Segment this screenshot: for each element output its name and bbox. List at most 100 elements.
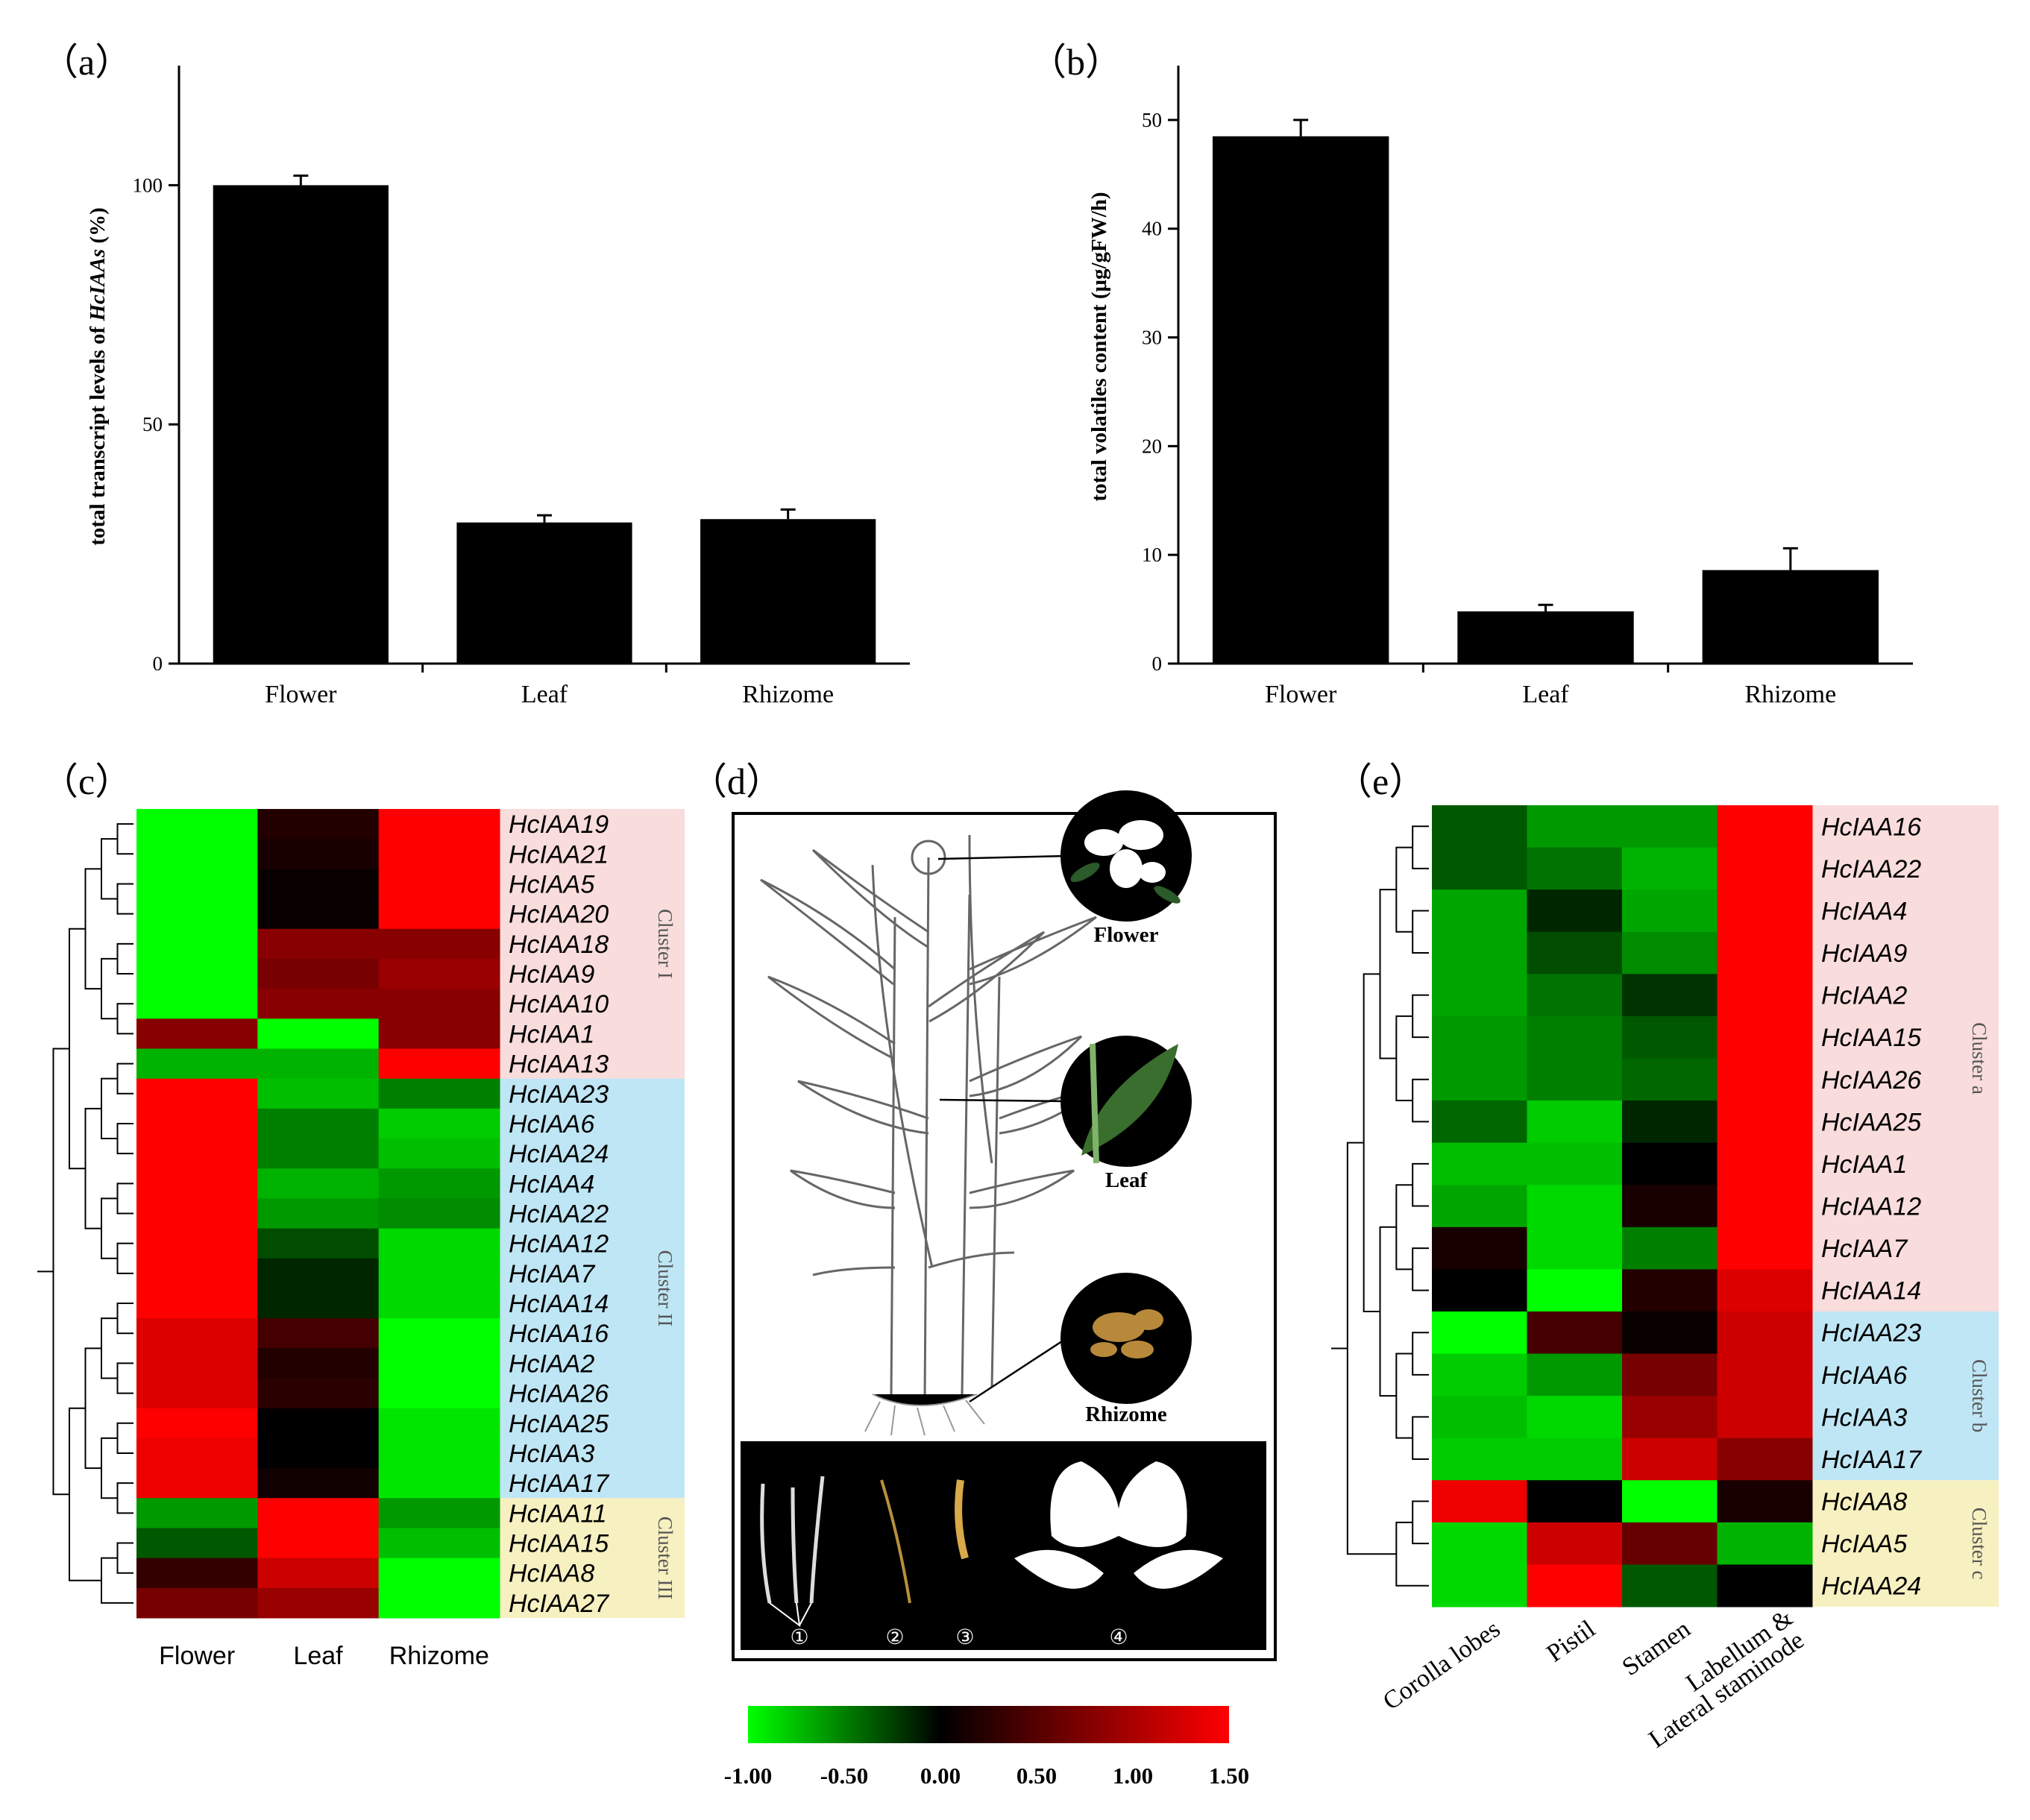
- gene-label: HcIAA25: [509, 1410, 609, 1438]
- heatmap-cell: [378, 1587, 500, 1619]
- dendrogram-branch: [116, 942, 133, 975]
- dendrogram-branch: [84, 868, 101, 990]
- heatmap-cell: [378, 1528, 500, 1559]
- heatmap-cell: [257, 1498, 380, 1528]
- heatmap-cell: [378, 1498, 500, 1528]
- dendrogram-branch: [116, 1122, 133, 1155]
- bar: [213, 185, 389, 664]
- gene-label: HcIAA1: [1821, 1150, 1907, 1179]
- gene-label: HcIAA9: [1821, 939, 1907, 968]
- dendrogram-branch: [1412, 1078, 1429, 1123]
- heatmap-cell: [1622, 1185, 1718, 1228]
- heatmap-cell: [1717, 1564, 1813, 1608]
- heatmap-cell: [378, 869, 500, 900]
- gene-label: HcIAA2: [1821, 982, 1907, 1010]
- heatmap-cell: [136, 1378, 258, 1409]
- x-category-label: Rhizome: [1744, 681, 1836, 708]
- gene-label: HcIAA15: [509, 1530, 609, 1558]
- heatmap-column-label: Stamen: [1618, 1615, 1696, 1681]
- gene-label: HcIAA11: [509, 1499, 607, 1528]
- heatmap-column-label: Leaf: [293, 1642, 343, 1670]
- dendrogram-branch: [1395, 1353, 1413, 1439]
- heatmap-cell: [378, 1018, 500, 1049]
- gene-label: HcIAA4: [1821, 897, 1907, 925]
- heatmap-cell: [1527, 1269, 1623, 1312]
- gene-label: HcIAA18: [509, 931, 609, 959]
- dendrogram-branch: [116, 1183, 133, 1215]
- heatmap-cell: [1717, 1142, 1813, 1185]
- heatmap-column-label: Rhizome: [389, 1642, 489, 1670]
- heatmap-cell: [1717, 805, 1813, 848]
- gene-label: HcIAA14: [1821, 1277, 1921, 1306]
- heatmap-cell: [257, 958, 380, 989]
- dendrogram-branch: [116, 1242, 133, 1274]
- heatmap-cell: [257, 1438, 380, 1469]
- y-tick-label: 100: [133, 174, 163, 196]
- heatmap-cell: [136, 1139, 258, 1169]
- gene-label: HcIAA26: [1821, 1066, 1921, 1095]
- heatmap-cell: [136, 1558, 258, 1589]
- dendrogram-branch: [1412, 910, 1429, 954]
- heatmap-cell: [257, 1048, 380, 1080]
- heatmap-cell: [1622, 931, 1718, 974]
- heatmap-cell: [257, 1228, 380, 1259]
- flower-photo-icon: [1084, 820, 1166, 888]
- heatmap-cell: [1622, 1396, 1718, 1439]
- dendrogram-branch: [101, 838, 118, 900]
- heatmap-cell: [257, 1168, 380, 1199]
- heatmap-cell: [136, 1408, 258, 1439]
- heatmap-cell: [1432, 1227, 1527, 1270]
- dendrogram-branch: [116, 823, 133, 855]
- heatmap-cell: [1527, 1016, 1623, 1059]
- color-scale-tick-label: -1.00: [724, 1763, 773, 1789]
- gene-label: HcIAA12: [1821, 1193, 1921, 1221]
- heatmap-cell: [257, 1139, 380, 1169]
- heatmap-cell: [257, 1018, 380, 1049]
- heatmap-cell: [136, 1498, 258, 1528]
- x-category-label: Leaf: [1522, 681, 1569, 708]
- gene-label: HcIAA7: [509, 1260, 595, 1288]
- dendrogram-branch: [1395, 846, 1413, 933]
- gene-label: HcIAA12: [509, 1230, 609, 1259]
- gene-label: HcIAA6: [1821, 1361, 1907, 1390]
- dendrogram-branch: [116, 1482, 133, 1514]
- heatmap-cell: [1622, 1100, 1718, 1144]
- heatmap-cell: [1717, 847, 1813, 890]
- bar-chart-a: total transcript levels of HcIAAs (%) 0 5…: [86, 66, 910, 708]
- labellum-part-icon: [1014, 1461, 1223, 1589]
- gene-label: HcIAA24: [1821, 1572, 1921, 1601]
- heatmap-cell: [1527, 1522, 1623, 1565]
- dendrogram-branch: [1412, 1416, 1429, 1460]
- heatmap-e: Cluster a Cluster b Cluster c HcIAA16 HcIAA2…: [1331, 805, 1999, 1754]
- panel-label-a: （a）: [41, 41, 132, 83]
- heatmap-cell: [1432, 1185, 1527, 1228]
- heatmap-cell: [257, 1558, 380, 1589]
- heatmap-cell: [378, 1438, 500, 1469]
- heatmap-cell: [136, 1018, 258, 1049]
- y-tick-label: 50: [142, 413, 163, 435]
- gene-label: HcIAA23: [509, 1080, 609, 1109]
- cluster-label: Cluster II: [654, 1250, 676, 1327]
- heatmap-cell: [1432, 974, 1527, 1017]
- dendrogram-branch: [1395, 1015, 1413, 1102]
- heatmap-cell: [378, 928, 500, 960]
- color-scale-tick-label: 1.50: [1209, 1763, 1249, 1789]
- heatmap-cell: [257, 1408, 380, 1439]
- heatmap-cell: [1432, 1142, 1527, 1185]
- gene-label: HcIAA22: [1821, 855, 1921, 884]
- heatmap-cell: [136, 839, 258, 869]
- heatmap-cell: [1622, 847, 1718, 890]
- bar-chart-b: total volatiles content (μg/gFW/h) 0 10 20…: [1087, 66, 1913, 708]
- rhizome-photo-label: Rhizome: [1085, 1402, 1167, 1426]
- heatmap-cell: [257, 1348, 380, 1379]
- cluster-label: Cluster b: [1968, 1359, 1990, 1432]
- heatmap-cell: [1432, 1311, 1527, 1355]
- heatmap-cell: [1717, 931, 1813, 974]
- dendrogram-branch: [116, 1542, 133, 1574]
- heatmap-cell: [378, 1468, 500, 1499]
- dendrogram-branch: [1346, 1142, 1397, 1555]
- dendrogram-branch: [1412, 994, 1429, 1039]
- heatmap-column-label: Corolla lobes: [1378, 1615, 1506, 1716]
- heatmap-cell: [378, 1139, 500, 1169]
- cluster-label: Cluster c: [1968, 1508, 1990, 1580]
